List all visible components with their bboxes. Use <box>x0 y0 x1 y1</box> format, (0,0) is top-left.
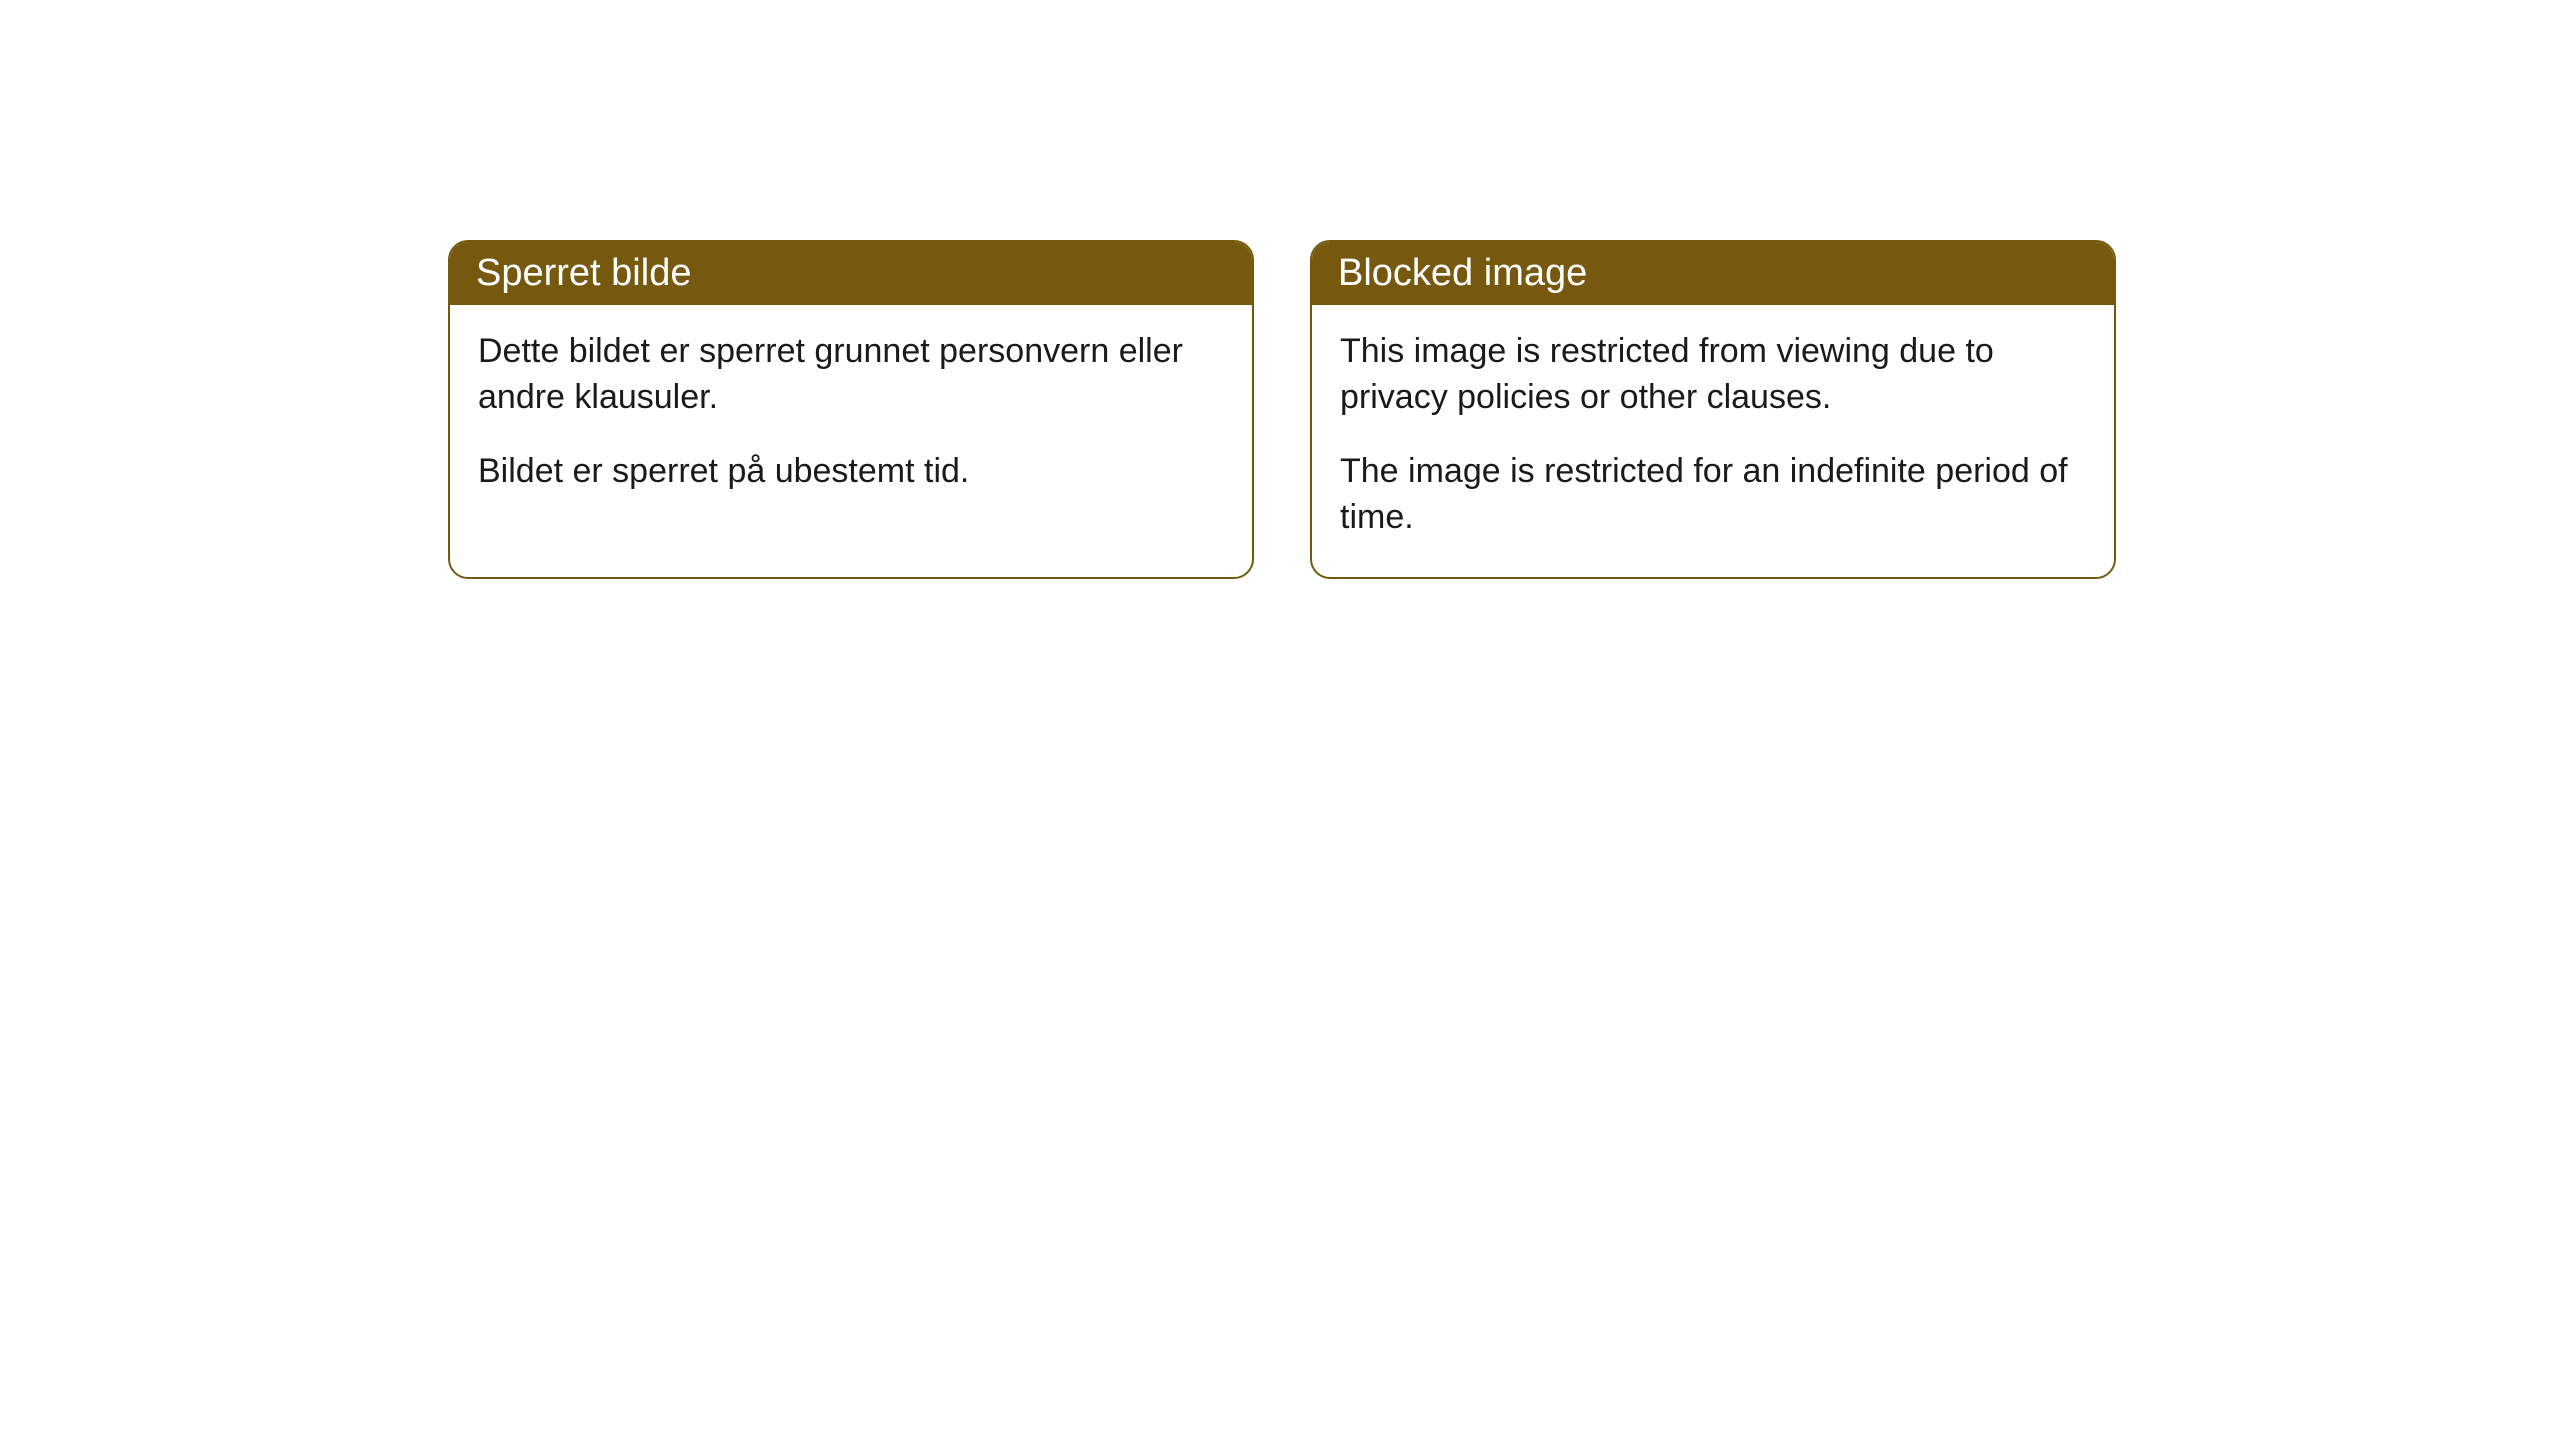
notice-cards-container: Sperret bilde Dette bildet er sperret gr… <box>448 240 2560 579</box>
card-body: Dette bildet er sperret grunnet personve… <box>450 305 1252 531</box>
card-paragraph: This image is restricted from viewing du… <box>1340 329 2086 421</box>
card-title: Sperret bilde <box>476 252 691 294</box>
card-body: This image is restricted from viewing du… <box>1312 305 2114 577</box>
notice-card-norwegian: Sperret bilde Dette bildet er sperret gr… <box>448 240 1254 579</box>
card-paragraph: Bildet er sperret på ubestemt tid. <box>478 449 1224 495</box>
card-title: Blocked image <box>1338 252 1587 294</box>
card-paragraph: Dette bildet er sperret grunnet personve… <box>478 329 1224 421</box>
card-header: Sperret bilde <box>450 242 1252 305</box>
card-header: Blocked image <box>1312 242 2114 305</box>
card-paragraph: The image is restricted for an indefinit… <box>1340 449 2086 541</box>
notice-card-english: Blocked image This image is restricted f… <box>1310 240 2116 579</box>
